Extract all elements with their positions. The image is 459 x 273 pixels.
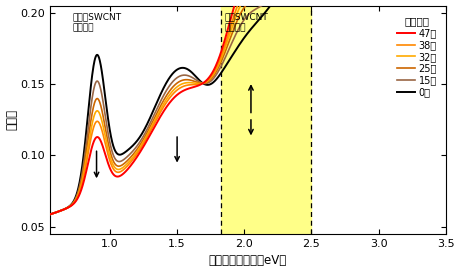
Legend: 47分, 38分, 32分, 25分, 15分, 0分: 47分, 38分, 32分, 25分, 15分, 0分 <box>392 13 440 101</box>
Text: 半導体SWCNT
の光吸収: 半導体SWCNT の光吸収 <box>72 13 121 32</box>
Y-axis label: 吸光度: 吸光度 <box>6 109 18 130</box>
Text: 金屛SWCNT
の光吸収: 金屛SWCNT の光吸収 <box>224 13 267 32</box>
Bar <box>221 5 311 234</box>
X-axis label: 光子エネルギー（eV）: 光子エネルギー（eV） <box>208 254 286 268</box>
